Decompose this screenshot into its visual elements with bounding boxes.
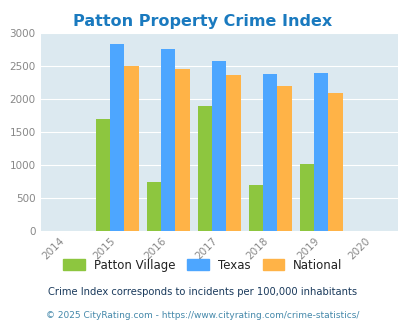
Bar xyxy=(146,182,161,231)
Bar xyxy=(313,73,328,231)
Bar xyxy=(299,164,313,231)
Text: Patton Property Crime Index: Patton Property Crime Index xyxy=(73,14,332,29)
Bar xyxy=(96,119,110,231)
Bar xyxy=(277,86,291,231)
Bar xyxy=(226,75,240,231)
Bar xyxy=(262,74,277,231)
Bar xyxy=(197,106,211,231)
Bar xyxy=(248,185,262,231)
Bar xyxy=(161,49,175,231)
Bar xyxy=(211,61,226,231)
Bar xyxy=(328,93,342,231)
Text: © 2025 CityRating.com - https://www.cityrating.com/crime-statistics/: © 2025 CityRating.com - https://www.city… xyxy=(46,311,359,320)
Text: Crime Index corresponds to incidents per 100,000 inhabitants: Crime Index corresponds to incidents per… xyxy=(48,287,357,297)
Bar xyxy=(124,66,138,231)
Bar xyxy=(175,69,189,231)
Bar xyxy=(110,44,124,231)
Legend: Patton Village, Texas, National: Patton Village, Texas, National xyxy=(60,255,345,275)
